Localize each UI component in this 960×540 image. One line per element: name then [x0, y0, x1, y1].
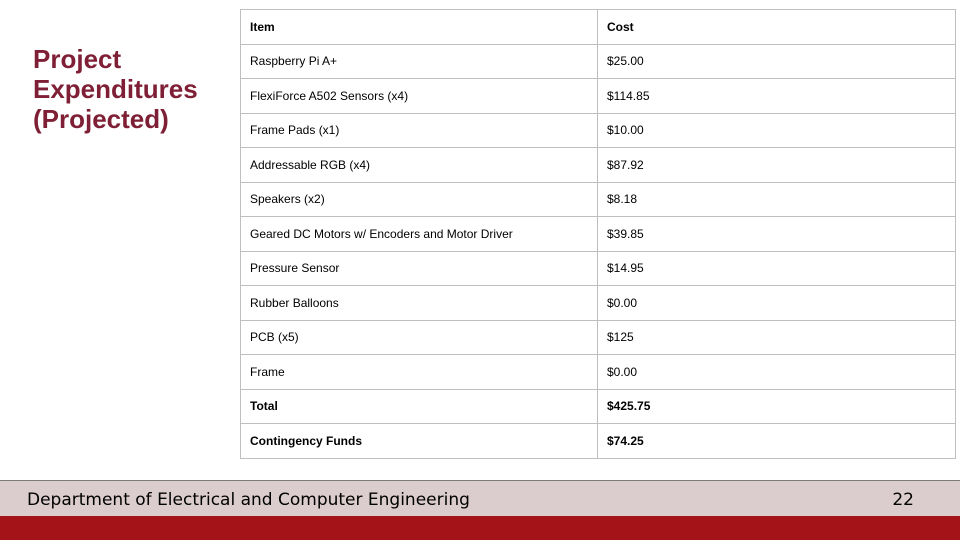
item-cell: Rubber Balloons: [240, 285, 598, 321]
table-header-row: Item Cost: [240, 9, 956, 45]
table-row: FlexiForce A502 Sensors (x4) $114.85: [240, 78, 956, 114]
cost-cell: $10.00: [597, 112, 956, 148]
footer-accent-bar: [0, 516, 960, 540]
cost-cell: $125: [597, 319, 956, 355]
item-cell: Raspberry Pi A+: [240, 43, 598, 79]
footer-department: Department of Electrical and Computer En…: [27, 490, 470, 510]
header-cost: Cost: [597, 9, 956, 45]
slide-title: Project Expenditures (Projected): [33, 44, 233, 134]
item-cell: Frame: [240, 354, 598, 390]
cost-cell: $39.85: [597, 216, 956, 252]
header-item: Item: [240, 9, 598, 45]
contingency-row: Contingency Funds $74.25: [240, 423, 956, 459]
footer-band: [0, 480, 960, 516]
table-row: PCB (x5) $125: [240, 319, 956, 355]
slide-title-line: Expenditures: [33, 74, 198, 104]
total-value: $425.75: [597, 388, 956, 424]
table-row: Rubber Balloons $0.00: [240, 285, 956, 321]
cost-cell: $8.18: [597, 181, 956, 217]
item-cell: Frame Pads (x1): [240, 112, 598, 148]
item-cell: Addressable RGB (x4): [240, 147, 598, 183]
cost-cell: $87.92: [597, 147, 956, 183]
total-label: Total: [240, 388, 598, 424]
table-row: Frame $0.00: [240, 354, 956, 390]
item-cell: Geared DC Motors w/ Encoders and Motor D…: [240, 216, 598, 252]
item-cell: Speakers (x2): [240, 181, 598, 217]
table-row: Pressure Sensor $14.95: [240, 250, 956, 286]
expenditures-table: Item Cost Raspberry Pi A+ $25.00 FlexiFo…: [240, 9, 956, 459]
table-row: Addressable RGB (x4) $87.92: [240, 147, 956, 183]
table-row: Speakers (x2) $8.18: [240, 181, 956, 217]
total-row: Total $425.75: [240, 388, 956, 424]
table-row: Geared DC Motors w/ Encoders and Motor D…: [240, 216, 956, 252]
contingency-label: Contingency Funds: [240, 423, 598, 459]
page-number: 22: [892, 490, 914, 510]
cost-cell: $0.00: [597, 354, 956, 390]
table-row: Raspberry Pi A+ $25.00: [240, 43, 956, 79]
cost-cell: $0.00: [597, 285, 956, 321]
cost-cell: $14.95: [597, 250, 956, 286]
contingency-value: $74.25: [597, 423, 956, 459]
cost-cell: $25.00: [597, 43, 956, 79]
cost-cell: $114.85: [597, 78, 956, 114]
item-cell: Pressure Sensor: [240, 250, 598, 286]
item-cell: PCB (x5): [240, 319, 598, 355]
slide-title-line: Project: [33, 44, 122, 74]
item-cell: FlexiForce A502 Sensors (x4): [240, 78, 598, 114]
expenditures-table-container: Item Cost Raspberry Pi A+ $25.00 FlexiFo…: [240, 9, 956, 459]
table-row: Frame Pads (x1) $10.00: [240, 112, 956, 148]
slide-title-line: (Projected): [33, 104, 169, 134]
